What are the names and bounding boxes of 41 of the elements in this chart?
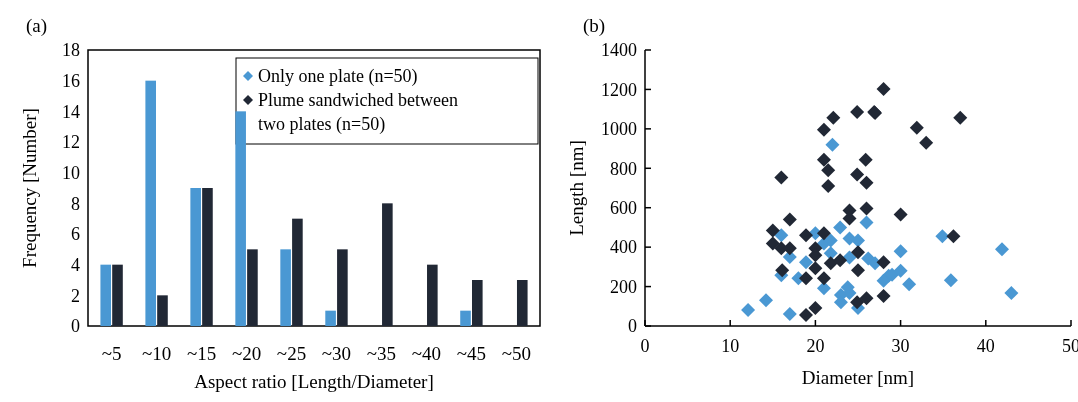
y-tick-label: 16 bbox=[62, 70, 80, 91]
x-tick-label: ~20 bbox=[231, 343, 262, 364]
y-tick-label: 0 bbox=[71, 316, 80, 337]
x-tick-label: ~45 bbox=[456, 343, 487, 364]
y-tick-label: 10 bbox=[62, 162, 80, 183]
y-tick-label: 400 bbox=[610, 237, 637, 258]
x-tick-label: ~50 bbox=[501, 343, 532, 364]
y-axis-title: Frequency [Number] bbox=[19, 108, 40, 268]
x-tick-label: 30 bbox=[891, 336, 910, 356]
x-tick-label: ~10 bbox=[141, 343, 172, 364]
x-tick-label: ~30 bbox=[321, 343, 352, 364]
y-tick-label: 200 bbox=[610, 276, 637, 297]
y-tick-label: 1000 bbox=[601, 119, 637, 140]
y-tick-label: 18 bbox=[62, 40, 80, 61]
y-tick-label: 12 bbox=[62, 132, 80, 153]
chart-title: (b) bbox=[583, 15, 606, 37]
x-tick-label: ~5 bbox=[101, 343, 122, 364]
x-tick-label: ~15 bbox=[186, 343, 217, 364]
x-tick-label: ~25 bbox=[276, 343, 307, 364]
y-tick-label: 4 bbox=[71, 254, 80, 275]
legend-label: Plume sandwiched between two plates (n=50) bbox=[258, 90, 458, 136]
y-tick-label: 1400 bbox=[601, 40, 637, 61]
y-tick-label: 14 bbox=[62, 101, 80, 122]
y-tick-label: 6 bbox=[71, 224, 80, 245]
y-tick-label: 800 bbox=[610, 158, 637, 179]
y-tick-label: 0 bbox=[628, 316, 637, 337]
x-tick-label: 10 bbox=[721, 336, 740, 356]
y-tick-label: 8 bbox=[71, 193, 80, 214]
x-tick-label: ~40 bbox=[411, 343, 442, 364]
x-axis-title: Diameter [nm] bbox=[801, 367, 915, 388]
chart-title: (a) bbox=[26, 15, 48, 37]
y-tick-label: 600 bbox=[610, 198, 637, 219]
y-tick-label: 2 bbox=[71, 285, 80, 306]
x-tick-label: 20 bbox=[806, 336, 825, 356]
x-tick-label: 40 bbox=[976, 336, 995, 356]
y-tick-label: 1200 bbox=[601, 79, 637, 100]
y-axis-title: Length [nm] bbox=[566, 140, 587, 236]
x-tick-label: ~35 bbox=[366, 343, 397, 364]
x-tick-label: 0 bbox=[640, 336, 650, 356]
legend-label: Only one plate (n=50) bbox=[258, 66, 418, 88]
x-axis-title: Aspect ratio [Length/Diameter] bbox=[194, 371, 434, 392]
